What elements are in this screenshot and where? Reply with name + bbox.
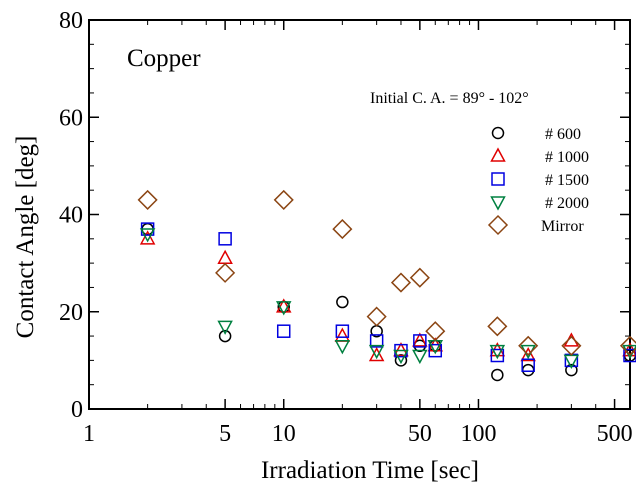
- x-tick-label: 1: [83, 421, 95, 447]
- data-point-600: [336, 295, 349, 309]
- y-axis-label: Contact Angle [deg]: [12, 136, 39, 339]
- data-point-mirror: [561, 335, 582, 356]
- data-point-mirror: [366, 306, 387, 327]
- data-point-2000: [393, 349, 409, 365]
- legend-marker-1000: [490, 147, 506, 162]
- data-point-1500: [413, 334, 427, 348]
- data-point-mirror: [273, 189, 294, 210]
- legend-marker-2000: [490, 196, 506, 211]
- legend-label-2000: # 2000: [545, 195, 589, 212]
- data-point-1500: [335, 324, 350, 338]
- data-point-2000: [563, 354, 580, 369]
- data-point-2000: [139, 228, 156, 243]
- legend-marker-mirror: [487, 214, 509, 236]
- data-point-1500: [369, 334, 384, 348]
- data-point-2000: [217, 320, 233, 335]
- data-point-600: [491, 368, 504, 382]
- data-point-1000: [393, 342, 409, 357]
- legend-marker-600: [491, 126, 505, 140]
- legend-label-600: # 600: [545, 126, 581, 143]
- y-tick-label: 80: [59, 8, 83, 34]
- data-point-600: [218, 329, 232, 343]
- y-tick-label: 40: [59, 203, 83, 229]
- x-tick-label: 500: [597, 421, 633, 447]
- data-point-1000: [139, 230, 156, 245]
- data-point-mirror: [409, 267, 430, 288]
- data-point-600: [521, 363, 535, 377]
- y-tick-label: 60: [59, 105, 83, 131]
- data-point-1500: [276, 324, 291, 338]
- data-point-1000: [368, 346, 385, 362]
- y-tick-label: 20: [59, 300, 83, 326]
- y-tick-label: 0: [71, 397, 83, 423]
- x-axis-label: Irradiation Time [sec]: [261, 457, 479, 484]
- x-tick-label: 50: [408, 421, 432, 447]
- data-point-2000: [334, 340, 351, 355]
- data-point-1000: [334, 327, 351, 342]
- chart-subtitle: Initial C. A. = 89° - 102°: [370, 90, 529, 107]
- data-point-1500: [428, 343, 443, 358]
- data-point-mirror: [425, 321, 446, 342]
- marks-layer: 1 5 10 50 100 500 0 20 40 60 80: [59, 8, 636, 447]
- data-point-mirror: [619, 335, 636, 356]
- data-point-2000: [368, 344, 385, 360]
- x-tick-label: 10: [272, 421, 296, 447]
- data-point-mirror: [390, 272, 412, 293]
- data-point-mirror: [215, 262, 236, 283]
- data-point-1000: [217, 249, 233, 265]
- data-point-1500: [623, 348, 636, 363]
- data-point-mirror: [487, 316, 508, 337]
- data-point-1000: [275, 298, 292, 313]
- data-point-1000: [520, 346, 536, 362]
- data-point-1500: [218, 232, 232, 246]
- data-point-1500: [490, 348, 505, 363]
- data-point-2000: [412, 349, 428, 365]
- data-point-mirror: [518, 335, 539, 356]
- data-point-2000: [489, 344, 506, 360]
- data-point-1000: [563, 332, 580, 347]
- legend: # 600 # 1000 # 1500 # 2000 Mirror: [487, 126, 589, 236]
- data-point-1000: [412, 332, 428, 347]
- legend-label-mirror: Mirror: [541, 218, 584, 235]
- data-point-mirror: [137, 189, 158, 210]
- legend-label-1000: # 1000: [545, 149, 589, 166]
- plot-frame: [88, 19, 631, 410]
- x-tick-label: 5: [219, 421, 231, 447]
- data-point-1500: [521, 358, 535, 372]
- data-point-600: [565, 363, 578, 377]
- data-point-mirror: [332, 219, 353, 240]
- x-tick-label: 100: [460, 421, 496, 447]
- data-point-600: [394, 354, 408, 367]
- legend-label-1500: # 1500: [545, 172, 589, 189]
- data-point-2000: [275, 301, 292, 316]
- legend-marker-1500: [491, 172, 505, 186]
- chart-title: Copper: [127, 45, 201, 72]
